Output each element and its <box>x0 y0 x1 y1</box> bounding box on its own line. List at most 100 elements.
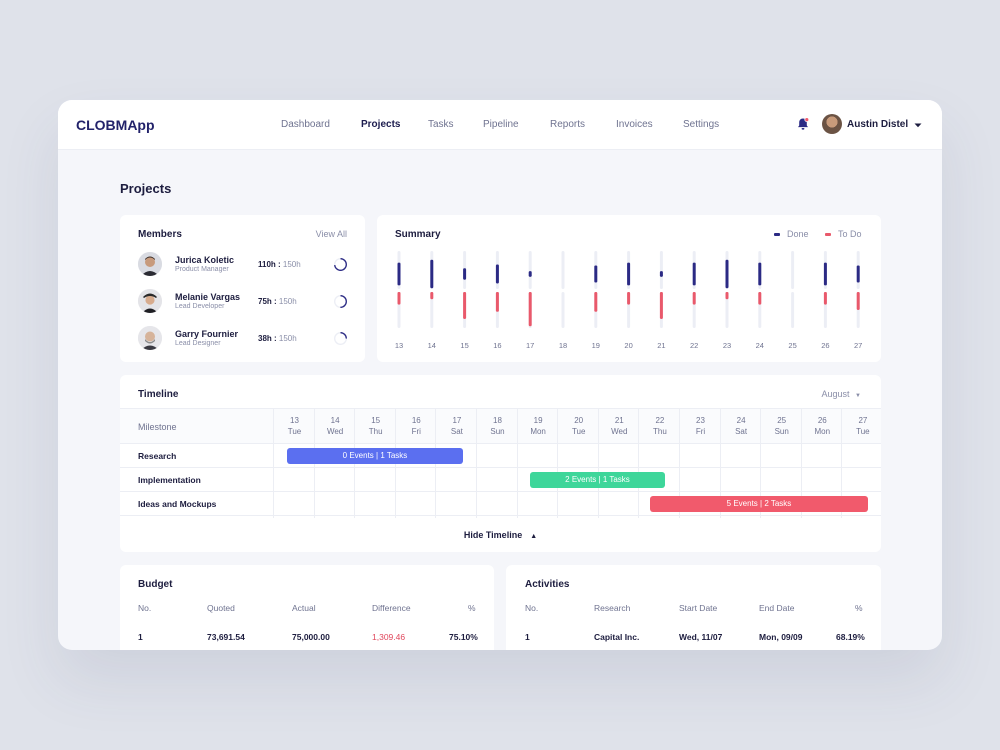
notification-bell-icon[interactable] <box>795 116 811 132</box>
x-tick-label: 15 <box>460 341 468 350</box>
day-number: 24 <box>736 416 746 425</box>
summary-chart: 13 14 15 16 17 18 19 20 21 22 23 24 25 26 27 <box>395 251 862 350</box>
member-row[interactable]: Melanie Vargas Lead Developer 75h : 150h <box>138 289 350 315</box>
member-hours-used: 110h : <box>258 260 281 269</box>
activities-card: Activities No. Research Start Date End D… <box>506 565 881 650</box>
activities-col-research: Research <box>594 603 631 613</box>
todo-bar <box>397 292 401 305</box>
done-bar <box>463 268 467 280</box>
done-track <box>528 251 532 289</box>
day-name: Sun <box>490 427 505 436</box>
nav-settings[interactable]: Settings <box>683 119 720 130</box>
row-label: Ideas and Mockups <box>138 499 217 509</box>
member-progress-arc <box>334 258 347 271</box>
day-name: Wed <box>326 427 344 436</box>
month-select-value: August <box>821 389 850 399</box>
hide-timeline-label: Hide Timeline <box>463 530 523 540</box>
x-tick-label: 26 <box>821 341 829 350</box>
x-tick-label: 27 <box>854 341 862 350</box>
timeline-bar-research[interactable]: 0 Events | 1 Tasks <box>287 448 463 464</box>
todo-track <box>791 292 795 328</box>
todo-bar <box>463 292 467 319</box>
done-bar <box>856 265 860 283</box>
x-tick-label: 13 <box>395 341 403 350</box>
member-name: Melanie Vargas <box>175 292 241 302</box>
activities-col-start: Start Date <box>679 603 718 613</box>
user-menu-caret-icon[interactable] <box>913 121 923 129</box>
row-label: Implementation <box>138 475 201 485</box>
budget-cell-actual: 75,000.00 <box>292 632 330 642</box>
chevron-up-icon: ▲ <box>530 533 538 540</box>
x-tick-label: 22 <box>690 341 698 350</box>
user-name[interactable]: Austin Distel <box>847 119 909 130</box>
budget-cell-difference: 1,309.46 <box>372 632 406 642</box>
budget-cell-no: 1 <box>138 632 143 642</box>
x-tick-label: 18 <box>559 341 567 350</box>
day-name: Sun <box>774 427 789 436</box>
timeline-title: Timeline <box>138 389 179 400</box>
todo-bar <box>659 292 663 319</box>
day-column: 24 Sat <box>719 408 761 518</box>
timeline-row-implementation[interactable]: Implementation 2 Events | 1 Tasks <box>120 468 881 492</box>
day-column: 13 Tue <box>273 408 314 518</box>
view-all-link[interactable]: View All <box>315 229 347 239</box>
day-name: Sat <box>450 427 463 436</box>
nav-projects[interactable]: Projects <box>361 119 401 130</box>
legend-done-swatch <box>774 233 780 237</box>
member-avatar <box>138 252 162 276</box>
member-photo-icon <box>138 289 162 313</box>
member-hours: 38h : 150h <box>258 334 297 343</box>
done-bar <box>627 262 631 286</box>
done-bar <box>495 264 499 284</box>
summary-card: Summary Done To Do 13 14 15 16 17 18 19 20 21 22 2… <box>377 215 881 362</box>
hide-timeline-button[interactable]: Hide Timeline ▲ <box>120 530 881 540</box>
activities-cell-no: 1 <box>525 632 530 642</box>
timeline-row-ideas[interactable]: Ideas and Mockups 5 Events | 2 Tasks <box>120 492 881 516</box>
member-row[interactable]: Garry Fournier Lead Designer 38h : 150h <box>138 326 350 352</box>
done-bar <box>758 262 762 286</box>
activities-title: Activities <box>525 579 570 590</box>
member-name: Jurica Koletic <box>175 255 235 265</box>
month-select[interactable]: August ▼ <box>822 389 862 399</box>
nav-dashboard[interactable]: Dashboard <box>281 119 330 130</box>
activities-col-no: No. <box>525 603 539 613</box>
day-column: 26 Mon <box>800 408 842 518</box>
timeline-bar-implementation[interactable]: 2 Events | 1 Tasks <box>530 472 665 488</box>
row-label: Research <box>138 451 177 461</box>
member-hours: 75h : 150h <box>258 297 297 306</box>
member-progress-ring <box>334 295 347 308</box>
x-tick-label: 23 <box>723 341 731 350</box>
x-tick-label: 19 <box>592 341 600 350</box>
timeline-bar-ideas[interactable]: 5 Events | 2 Tasks <box>650 496 868 512</box>
nav-tasks[interactable]: Tasks <box>428 119 454 130</box>
member-photo-icon <box>138 252 162 276</box>
todo-bar <box>856 292 860 310</box>
member-role: Product Manager <box>175 266 229 273</box>
day-column: 25 Sun <box>760 408 801 518</box>
legend-done: Done <box>774 229 809 239</box>
activities-col-end: End Date <box>759 603 795 613</box>
day-column: 21 Wed <box>597 408 639 518</box>
budget-card: Budget No. Quoted Actual Difference % 1 … <box>120 565 494 650</box>
top-bar: CLOBMApp Dashboard Projects Tasks Pipeli… <box>58 100 942 150</box>
member-progress-arc <box>334 295 347 308</box>
legend-done-label: Done <box>787 229 809 239</box>
user-avatar[interactable] <box>822 114 842 134</box>
budget-col-difference: Difference <box>372 603 411 613</box>
nav-invoices[interactable]: Invoices <box>616 119 653 130</box>
timeline-header: Milestone <box>120 408 881 444</box>
nav-reports[interactable]: Reports <box>550 119 586 130</box>
day-column: 23 Fri <box>679 408 720 518</box>
todo-bar <box>528 292 532 327</box>
x-tick-label: 16 <box>493 341 501 350</box>
day-name: Mon <box>814 427 831 436</box>
done-bar <box>397 262 401 286</box>
timeline-row-research[interactable]: Research 0 Events | 1 Tasks <box>120 444 881 468</box>
member-row[interactable]: Jurica Koletic Product Manager 110h : 15… <box>138 252 350 278</box>
todo-bar <box>627 292 631 305</box>
page-title: Projects <box>120 181 172 196</box>
nav-pipeline[interactable]: Pipeline <box>483 119 519 130</box>
day-name: Tue <box>571 427 586 436</box>
app-logo[interactable]: CLOBMApp <box>76 117 155 133</box>
member-progress-ring <box>334 332 347 345</box>
